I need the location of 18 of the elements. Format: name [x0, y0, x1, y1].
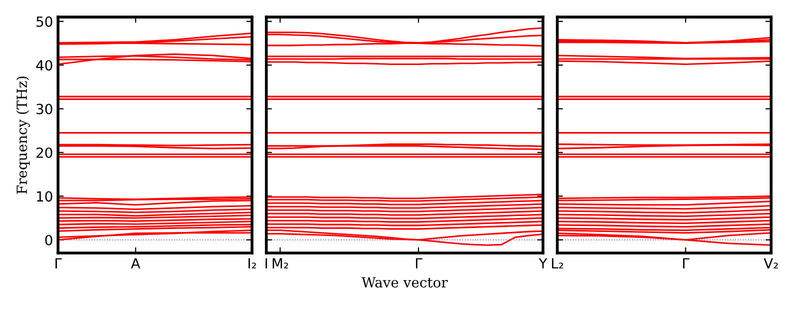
x-tick-label: I₂: [248, 258, 256, 268]
x-tick-label: I: [266, 258, 268, 268]
x-tick-label: Γ: [416, 258, 422, 268]
y-tick-label: 10: [37, 191, 52, 202]
y-tick-label: 50: [36, 16, 52, 27]
x-tick-label: Γ: [683, 258, 690, 268]
y-tick-label: 0: [45, 234, 52, 246]
x-tick-label: M₂: [272, 258, 288, 268]
x-tick-label: L₂: [552, 258, 564, 268]
y-tick-label: 20: [36, 147, 52, 158]
x-tick-label: Y: [538, 258, 548, 268]
x-tick-label: V₂: [764, 258, 778, 268]
x-tick-label: A: [130, 258, 140, 268]
y-tick-label: 30: [36, 104, 52, 114]
x-tick-label: Γ: [56, 258, 62, 268]
x-axis-title: Wave vector: [362, 277, 448, 288]
y-axis-title: Frequency (THz): [16, 76, 30, 194]
y-tick-label: 40: [36, 60, 52, 71]
